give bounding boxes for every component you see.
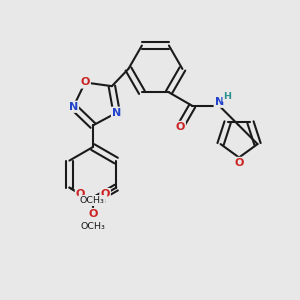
Text: OCH₃: OCH₃	[80, 222, 105, 231]
Text: OCH₃: OCH₃	[82, 196, 106, 205]
Text: O: O	[88, 209, 98, 219]
Text: O: O	[176, 122, 185, 132]
Text: N: N	[112, 108, 121, 118]
Text: OCH₃: OCH₃	[79, 196, 104, 205]
Text: H: H	[224, 92, 231, 101]
Text: N: N	[69, 102, 78, 112]
Text: N: N	[215, 97, 224, 107]
Text: O: O	[234, 158, 244, 168]
Text: O: O	[100, 189, 110, 199]
Text: O: O	[80, 77, 90, 88]
Text: O: O	[76, 189, 85, 199]
